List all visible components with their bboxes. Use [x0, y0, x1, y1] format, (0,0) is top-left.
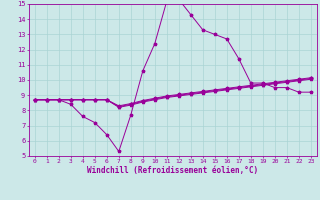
X-axis label: Windchill (Refroidissement éolien,°C): Windchill (Refroidissement éolien,°C) — [87, 166, 258, 175]
